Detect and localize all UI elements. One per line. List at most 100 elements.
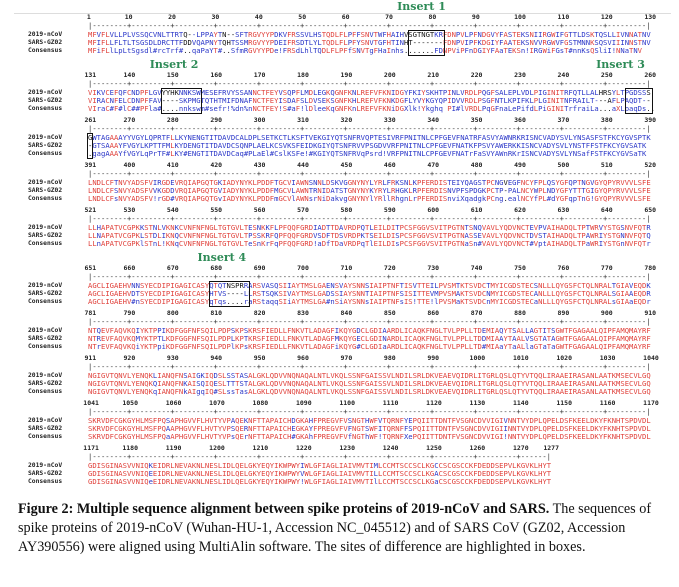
position-number: 450 bbox=[340, 161, 353, 169]
position-number: 1110 bbox=[382, 399, 399, 407]
position-number: 131 bbox=[84, 71, 97, 79]
position-number: 1040 bbox=[643, 354, 659, 362]
position-number: 1070 bbox=[209, 399, 225, 407]
position-number: 460 bbox=[383, 161, 396, 169]
position-number: 1120 bbox=[426, 399, 442, 407]
ncov-row-label: 2019-nCoV bbox=[28, 462, 63, 469]
position-number: 300 bbox=[253, 116, 266, 124]
caption-title: Figure 2: Multiple sequence alignment be… bbox=[18, 501, 550, 517]
ncov-sequence-row: NTQEVFAQVKQIYKTPPIKDFGGFNFSQILPDPSKPSKRS… bbox=[88, 326, 651, 335]
caption-text: The sequences of spike proteins of 2019-… bbox=[18, 501, 652, 555]
sars-row-label: SARS-GZ02 bbox=[28, 290, 63, 297]
ncov-row-label: 2019-nCoV bbox=[28, 417, 63, 424]
position-number: 790 bbox=[123, 309, 136, 317]
position-number: 860 bbox=[427, 309, 440, 317]
consensus-sequence-row: VIraC#F#lC##PFla#....nnkswm#sefr!%dn%nNC… bbox=[88, 104, 655, 113]
position-number: 270 bbox=[123, 116, 136, 124]
alignment-block: 1171 1180 1190 1200 1210 1220 1230 1240 1250 1260… bbox=[0, 445, 679, 486]
position-number: 1080 bbox=[252, 399, 269, 407]
ncov-row-label: 2019-nCoV bbox=[28, 31, 63, 38]
position-number: 230 bbox=[514, 71, 526, 79]
position-number: 350 bbox=[470, 116, 483, 124]
position-number: 620 bbox=[514, 206, 526, 214]
position-number: 720 bbox=[383, 264, 396, 272]
position-number: 980 bbox=[383, 354, 396, 362]
position-number: 30 bbox=[211, 13, 220, 21]
position-number: 1180 bbox=[122, 444, 139, 452]
position-number: 1020 bbox=[556, 354, 573, 362]
position-number: 911 bbox=[84, 354, 97, 362]
consensus-sequence-row: NGIGVTQNVLYENQKqIANQFNkAIgqIQ#SLssTasALG… bbox=[88, 387, 651, 396]
sars-row-label: SARS-GZ02 bbox=[28, 39, 63, 46]
ncov-row-label: 2019-nCoV bbox=[28, 327, 63, 334]
sars-row-label: SARS-GZ02 bbox=[28, 232, 63, 239]
consensus-row-label: Consensus bbox=[28, 47, 63, 54]
position-ruler: |--------+---------+---------+---------+… bbox=[88, 214, 651, 223]
position-number: 1170 bbox=[643, 399, 659, 407]
position-number: 130 bbox=[644, 13, 657, 21]
position-number: 190 bbox=[340, 71, 353, 79]
consensus-row-label: Consensus bbox=[28, 343, 63, 350]
insert-label: Insert 1 bbox=[397, 0, 446, 13]
alignment-block: 651 660 670 680 690 700 710 720 730 740 750 760 770 7… bbox=[0, 265, 679, 306]
position-number: 770 bbox=[600, 264, 613, 272]
position-number: 290 bbox=[210, 116, 223, 124]
insert-label: Insert 2 bbox=[149, 58, 199, 71]
alignment-block: 1041 1050 1060 1070 1080 1090 1100 1110 1120 1130… bbox=[0, 400, 679, 441]
position-number: 1240 bbox=[382, 444, 399, 452]
consensus-row-label: Consensus bbox=[28, 195, 63, 202]
position-number: 900 bbox=[600, 309, 613, 317]
position-number: 390 bbox=[644, 116, 657, 124]
position-number: 380 bbox=[600, 116, 613, 124]
position-number: 1210 bbox=[252, 444, 269, 452]
consensus-sequence-row: LLnAPATVCGPKlSTnL!KNqCVNFNFNGLTGTGVLTeSn… bbox=[88, 239, 651, 248]
position-number: 960 bbox=[297, 354, 309, 362]
position-number: 570 bbox=[297, 206, 309, 214]
position-number: 330 bbox=[383, 116, 396, 124]
position-number: 220 bbox=[470, 71, 483, 79]
position-number: 990 bbox=[427, 354, 440, 362]
position-number: 261 bbox=[84, 116, 97, 124]
alignment-block: 521 530 540 550 560 570 580 590 600 610 620 630 640 6… bbox=[0, 207, 679, 248]
position-number: 660 bbox=[123, 264, 136, 272]
top-divider bbox=[14, 13, 671, 14]
insert-box bbox=[208, 281, 250, 307]
position-number: 520 bbox=[644, 161, 657, 169]
position-number: 880 bbox=[514, 309, 526, 317]
position-number: 120 bbox=[600, 13, 613, 21]
position-ruler: |--------+---------+---------+---------+… bbox=[88, 407, 651, 416]
position-number: 1277 bbox=[543, 444, 559, 452]
position-number: 651 bbox=[84, 264, 97, 272]
ncov-sequence-row: AGCLIGAEHVNNSYECDIPIGAGICASYQTQTNSPRRARS… bbox=[88, 281, 651, 290]
position-number: 930 bbox=[166, 354, 179, 362]
position-number: 40 bbox=[254, 13, 263, 21]
position-number: 530 bbox=[123, 206, 136, 214]
position-number: 1000 bbox=[469, 354, 486, 362]
position-number: 260 bbox=[644, 71, 657, 79]
position-number: 210 bbox=[427, 71, 440, 79]
position-number: 1060 bbox=[165, 399, 182, 407]
position-number: 780 bbox=[644, 264, 657, 272]
position-number: 410 bbox=[166, 161, 179, 169]
sars-row-label: SARS-GZ02 bbox=[28, 470, 63, 477]
position-number: 560 bbox=[253, 206, 266, 214]
position-number: 1220 bbox=[295, 444, 312, 452]
ncov-sequence-row: MFVFLVLLPLVSSQCVNLTTRTQ--LPPAYTN--SFTRGV… bbox=[88, 30, 651, 39]
ncov-sequence-row: GDISGINASVVNIQKEIDRLNEVAKNLNESLIDLQELGKY… bbox=[88, 461, 552, 470]
position-number: 200 bbox=[383, 71, 396, 79]
position-number: 910 bbox=[644, 309, 657, 317]
consensus-sequence-row: NTrEVFAQVKQiYKTPpiKDFGGFNFSQILPDPlKPsKRS… bbox=[88, 342, 651, 351]
position-number: 1150 bbox=[556, 399, 573, 407]
position-number: 781 bbox=[84, 309, 97, 317]
position-number: 710 bbox=[340, 264, 353, 272]
consensus-sequence-row: SKRVDFCGKGYHLMSFPQaAPHGVVFLHVTYVPsQErNFT… bbox=[88, 432, 651, 441]
position-number: 10 bbox=[124, 13, 133, 21]
position-number: 1130 bbox=[469, 399, 486, 407]
position-number: 370 bbox=[557, 116, 570, 124]
position-number: 1030 bbox=[599, 354, 616, 362]
position-number: 1041 bbox=[83, 399, 99, 407]
position-ruler: |--------+---------+---------+---------+… bbox=[88, 452, 552, 461]
position-number: 490 bbox=[514, 161, 526, 169]
insert-label: Insert 4 bbox=[197, 251, 247, 264]
